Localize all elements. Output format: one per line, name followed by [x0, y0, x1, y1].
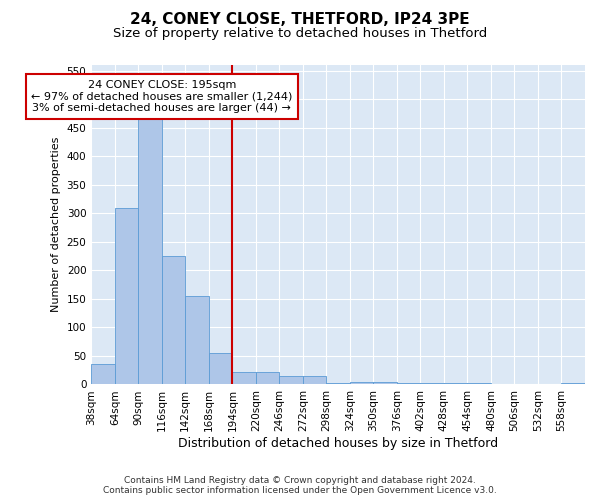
- Bar: [421, 382, 444, 384]
- Text: 24 CONEY CLOSE: 195sqm
← 97% of detached houses are smaller (1,244)
3% of semi-d: 24 CONEY CLOSE: 195sqm ← 97% of detached…: [31, 80, 292, 113]
- Bar: [162, 256, 185, 384]
- Bar: [326, 382, 350, 384]
- Text: 24, CONEY CLOSE, THETFORD, IP24 3PE: 24, CONEY CLOSE, THETFORD, IP24 3PE: [130, 12, 470, 28]
- Bar: [138, 94, 162, 385]
- X-axis label: Distribution of detached houses by size in Thetford: Distribution of detached houses by size …: [178, 437, 498, 450]
- Text: Contains HM Land Registry data © Crown copyright and database right 2024.
Contai: Contains HM Land Registry data © Crown c…: [103, 476, 497, 495]
- Bar: [303, 376, 326, 384]
- Bar: [562, 382, 585, 384]
- Bar: [350, 382, 373, 384]
- Bar: [209, 353, 232, 384]
- Bar: [373, 382, 397, 384]
- Bar: [280, 376, 303, 384]
- Text: Size of property relative to detached houses in Thetford: Size of property relative to detached ho…: [113, 28, 487, 40]
- Bar: [444, 382, 467, 384]
- Bar: [185, 296, 209, 384]
- Bar: [91, 364, 115, 384]
- Bar: [115, 208, 138, 384]
- Bar: [397, 382, 421, 384]
- Y-axis label: Number of detached properties: Number of detached properties: [51, 137, 61, 312]
- Bar: [232, 372, 256, 384]
- Bar: [256, 372, 280, 384]
